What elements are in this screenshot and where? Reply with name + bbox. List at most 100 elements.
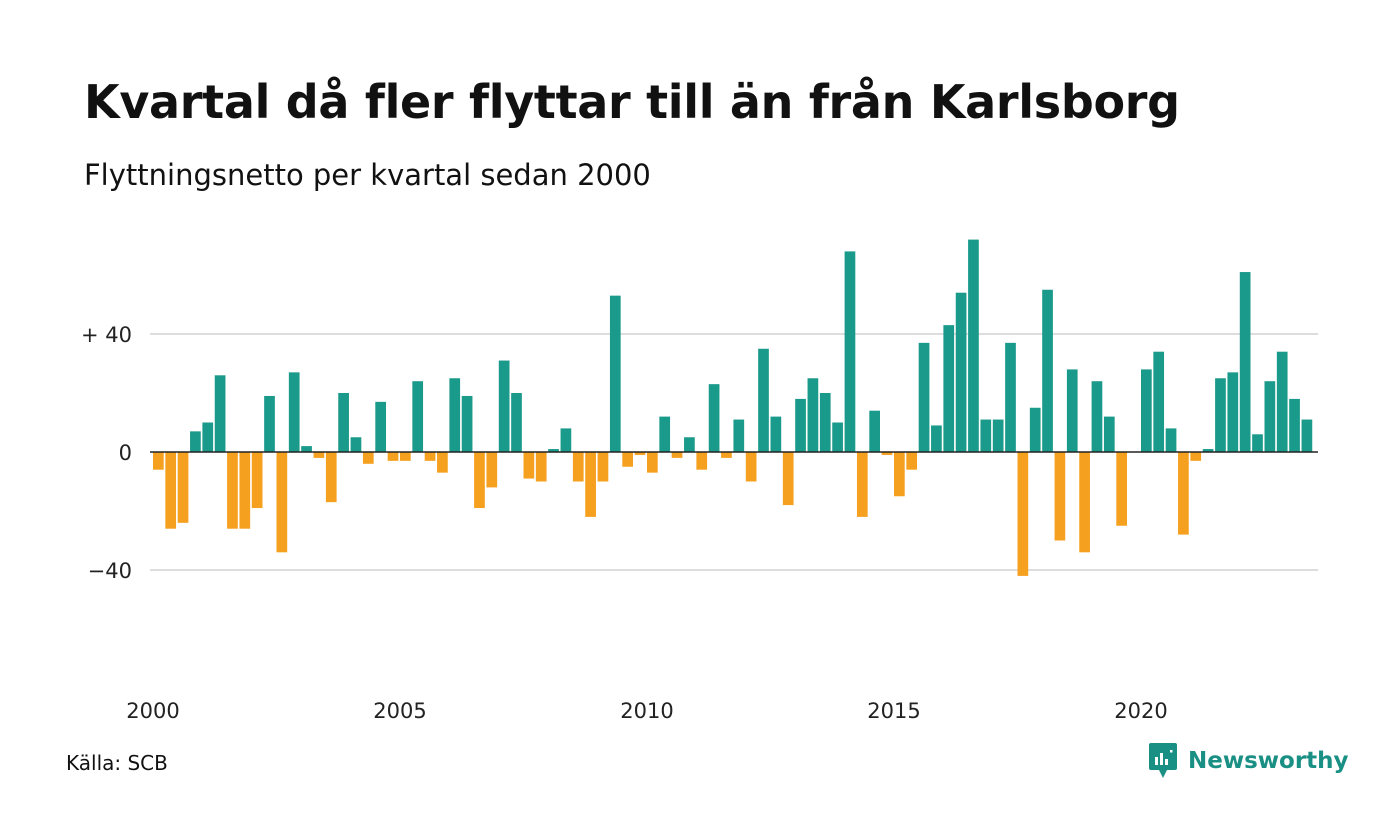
bar-positive — [190, 431, 201, 452]
bar-positive — [1239, 272, 1251, 452]
bar-positive — [1103, 416, 1115, 452]
bar-negative — [362, 452, 374, 464]
bar-positive — [511, 393, 522, 452]
bar-positive — [609, 295, 621, 452]
source-note: Källa: SCB — [66, 751, 168, 775]
bar-negative — [1116, 452, 1127, 526]
bar-positive — [301, 446, 312, 452]
bar-negative — [276, 452, 288, 553]
x-tick-label: 2000 — [126, 699, 179, 723]
bar-positive — [449, 378, 461, 452]
bar-positive — [955, 292, 967, 452]
x-tick-label: 2020 — [1114, 699, 1167, 723]
bar-positive — [461, 395, 473, 452]
bar-positive — [807, 378, 819, 452]
x-tick-label: 2010 — [620, 699, 673, 723]
bar-negative — [585, 452, 596, 517]
bar-negative — [856, 452, 868, 517]
x-tick-label: 2015 — [867, 699, 920, 723]
bar-negative — [1017, 452, 1029, 576]
brand: Newsworthy — [1148, 742, 1349, 780]
bar-positive — [795, 398, 806, 452]
bar-negative — [1178, 452, 1189, 535]
bar-negative — [1079, 452, 1090, 553]
bar-positive — [1066, 369, 1078, 452]
bar-positive — [350, 437, 362, 452]
bar-positive — [1301, 419, 1313, 452]
bar-positive — [943, 325, 955, 452]
bar-negative — [424, 452, 436, 461]
bar-negative — [523, 452, 535, 479]
bar-negative — [227, 452, 238, 529]
x-tick-label: 2005 — [373, 699, 426, 723]
bar-positive — [931, 425, 942, 452]
y-tick-label: −40 — [88, 559, 132, 583]
bar-negative — [165, 452, 177, 529]
bar-negative — [387, 452, 399, 461]
bar-positive — [1091, 381, 1103, 452]
bar-negative — [535, 452, 547, 482]
bar-negative — [634, 452, 646, 455]
bar-positive — [733, 419, 745, 452]
bar-positive — [1252, 434, 1263, 452]
bar-positive — [1276, 351, 1288, 452]
bar-positive — [560, 428, 572, 452]
bar-negative — [906, 452, 918, 470]
bar-negative — [251, 452, 263, 509]
bar-negative — [622, 452, 633, 467]
bar-positive — [684, 437, 695, 452]
bar-positive — [202, 422, 214, 452]
bar-positive — [375, 401, 386, 452]
bar-positive — [968, 239, 979, 452]
bar-positive — [338, 393, 349, 452]
bar-positive — [1141, 369, 1152, 452]
bar-positive — [1227, 372, 1239, 452]
bar-positive — [1289, 398, 1300, 452]
bar-positive — [1153, 351, 1165, 452]
bar-positive — [659, 416, 671, 452]
bar-positive — [1264, 381, 1276, 452]
bar-positive — [758, 348, 769, 452]
bar-negative — [894, 452, 905, 497]
bar-positive — [1042, 289, 1053, 452]
bar-positive — [498, 360, 510, 452]
bar-positive — [708, 384, 720, 452]
bar-positive — [1165, 428, 1177, 452]
bar-positive — [1215, 378, 1226, 452]
y-tick-label: 0 — [119, 441, 132, 465]
chart-subtitle: Flyttningsnetto per kvartal sedan 2000 — [84, 158, 651, 192]
bar-negative — [782, 452, 794, 506]
bar-negative — [671, 452, 683, 458]
bar-positive — [918, 342, 930, 452]
brand-name: Newsworthy — [1188, 748, 1349, 774]
bar-negative — [696, 452, 708, 470]
bar-negative — [239, 452, 251, 529]
bar-positive — [1005, 342, 1016, 452]
bar-negative — [153, 452, 164, 470]
bar-positive — [412, 381, 424, 452]
bar-negative — [881, 452, 893, 455]
bar-positive — [819, 393, 831, 452]
bar-negative — [437, 452, 448, 473]
bar-positive — [992, 419, 1004, 452]
bar-positive — [770, 416, 782, 452]
bar-negative — [647, 452, 658, 473]
bar-positive — [288, 372, 300, 452]
bar-negative — [325, 452, 337, 503]
bar-negative — [745, 452, 757, 482]
bar-positive — [869, 410, 880, 452]
y-tick-label: + 40 — [81, 323, 132, 347]
bar-positive — [1202, 449, 1214, 452]
bar-negative — [400, 452, 411, 461]
bar-positive — [548, 449, 559, 452]
bar-negative — [721, 452, 732, 458]
newsworthy-logo-icon — [1149, 743, 1177, 778]
bar-positive — [832, 422, 843, 452]
bar-positive — [264, 395, 275, 452]
bar-positive — [844, 251, 856, 452]
chart-title: Kvartal då fler flyttar till än från Kar… — [84, 75, 1180, 129]
bar-positive — [214, 375, 226, 452]
bar-negative — [177, 452, 189, 523]
